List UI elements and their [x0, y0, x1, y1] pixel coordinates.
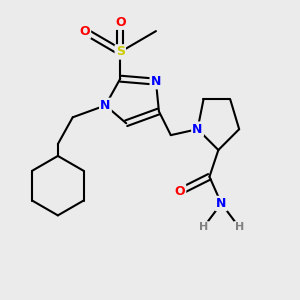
Text: N: N	[216, 197, 226, 210]
Text: N: N	[192, 123, 203, 136]
Text: N: N	[100, 99, 111, 112]
Text: O: O	[115, 16, 126, 29]
Text: H: H	[235, 222, 244, 232]
Text: O: O	[79, 25, 90, 38]
Text: O: O	[174, 185, 185, 198]
Text: S: S	[116, 45, 125, 58]
Text: H: H	[199, 222, 208, 232]
Text: N: N	[151, 75, 161, 88]
